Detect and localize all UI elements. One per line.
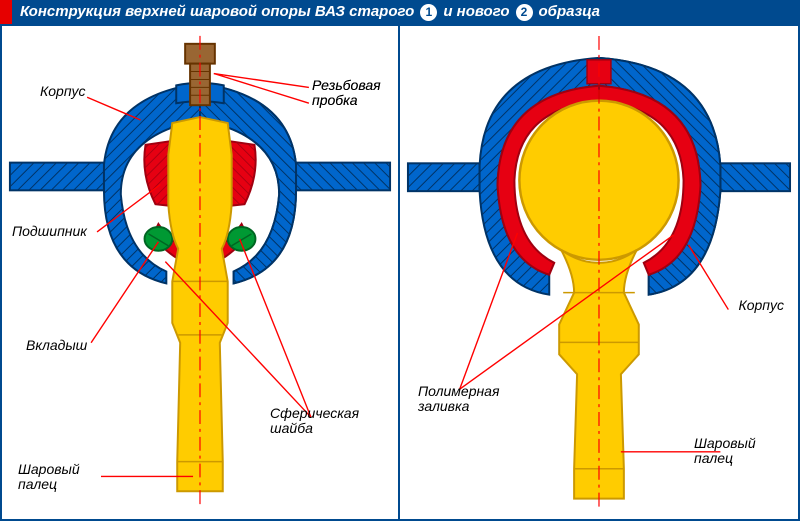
- label-vklad: Вкладыш: [26, 338, 87, 353]
- label-sfer: Сферическаяшайба: [270, 406, 390, 437]
- label-podsh: Подшипник: [12, 224, 87, 239]
- label-rezb-wrap: Резьбоваяпробка: [312, 78, 402, 109]
- label-korpus-r: Корпус: [738, 298, 784, 313]
- title-prefix: Конструкция верхней шаровой опоры ВАЗ ст…: [20, 0, 414, 24]
- label-sharpal-r: Шаровыйпалец: [694, 436, 784, 467]
- panel-old: Корпус Резьбовая пробка Резьбоваяпробка …: [0, 24, 400, 521]
- title-text: Конструкция верхней шаровой опоры ВАЗ ст…: [12, 0, 800, 24]
- panels: Корпус Резьбовая пробка Резьбоваяпробка …: [0, 24, 800, 521]
- title-suffix: образца: [539, 0, 600, 24]
- label-sharpal: Шаровыйпалец: [18, 462, 103, 493]
- badge-2: 2: [516, 4, 533, 21]
- label-korpus: Корпус: [40, 84, 86, 99]
- title-mid: и нового: [443, 0, 509, 24]
- title-red-accent: [0, 0, 12, 24]
- label-polim: Полимернаязаливка: [418, 384, 528, 415]
- panel-new: Корпус Полимернаязаливка Шаровыйпалец: [400, 24, 800, 521]
- badge-1: 1: [420, 4, 437, 21]
- title-bar: Конструкция верхней шаровой опоры ВАЗ ст…: [0, 0, 800, 24]
